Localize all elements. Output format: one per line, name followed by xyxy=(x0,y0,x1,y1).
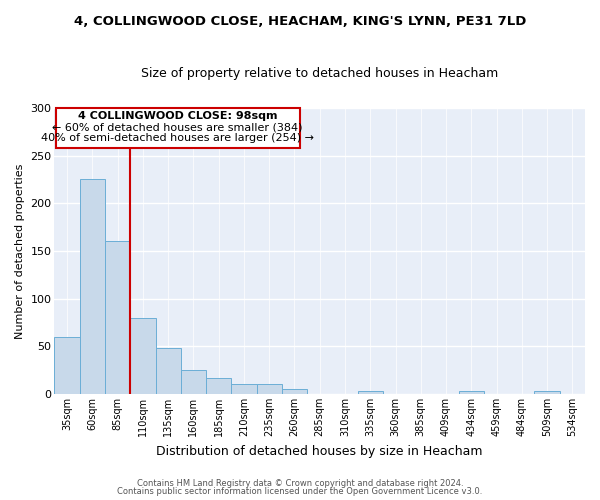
Bar xyxy=(458,391,484,394)
Y-axis label: Number of detached properties: Number of detached properties xyxy=(15,164,25,338)
Text: 4 COLLINGWOOD CLOSE: 98sqm: 4 COLLINGWOOD CLOSE: 98sqm xyxy=(78,110,277,120)
Bar xyxy=(105,240,130,394)
Bar xyxy=(130,318,155,394)
Bar xyxy=(282,389,307,394)
Bar xyxy=(155,348,181,394)
Text: 4, COLLINGWOOD CLOSE, HEACHAM, KING'S LYNN, PE31 7LD: 4, COLLINGWOOD CLOSE, HEACHAM, KING'S LY… xyxy=(74,15,526,28)
Bar xyxy=(535,391,560,394)
Bar xyxy=(55,337,80,394)
Title: Size of property relative to detached houses in Heacham: Size of property relative to detached ho… xyxy=(141,68,499,80)
Text: Contains public sector information licensed under the Open Government Licence v3: Contains public sector information licen… xyxy=(118,487,482,496)
Bar xyxy=(232,384,257,394)
Bar xyxy=(257,384,282,394)
Bar xyxy=(206,378,232,394)
Bar xyxy=(358,391,383,394)
Text: 40% of semi-detached houses are larger (254) →: 40% of semi-detached houses are larger (… xyxy=(41,132,314,142)
Text: ← 60% of detached houses are smaller (384): ← 60% of detached houses are smaller (38… xyxy=(52,122,303,132)
FancyBboxPatch shape xyxy=(56,108,299,148)
X-axis label: Distribution of detached houses by size in Heacham: Distribution of detached houses by size … xyxy=(157,444,483,458)
Text: Contains HM Land Registry data © Crown copyright and database right 2024.: Contains HM Land Registry data © Crown c… xyxy=(137,478,463,488)
Bar xyxy=(80,178,105,394)
Bar xyxy=(181,370,206,394)
